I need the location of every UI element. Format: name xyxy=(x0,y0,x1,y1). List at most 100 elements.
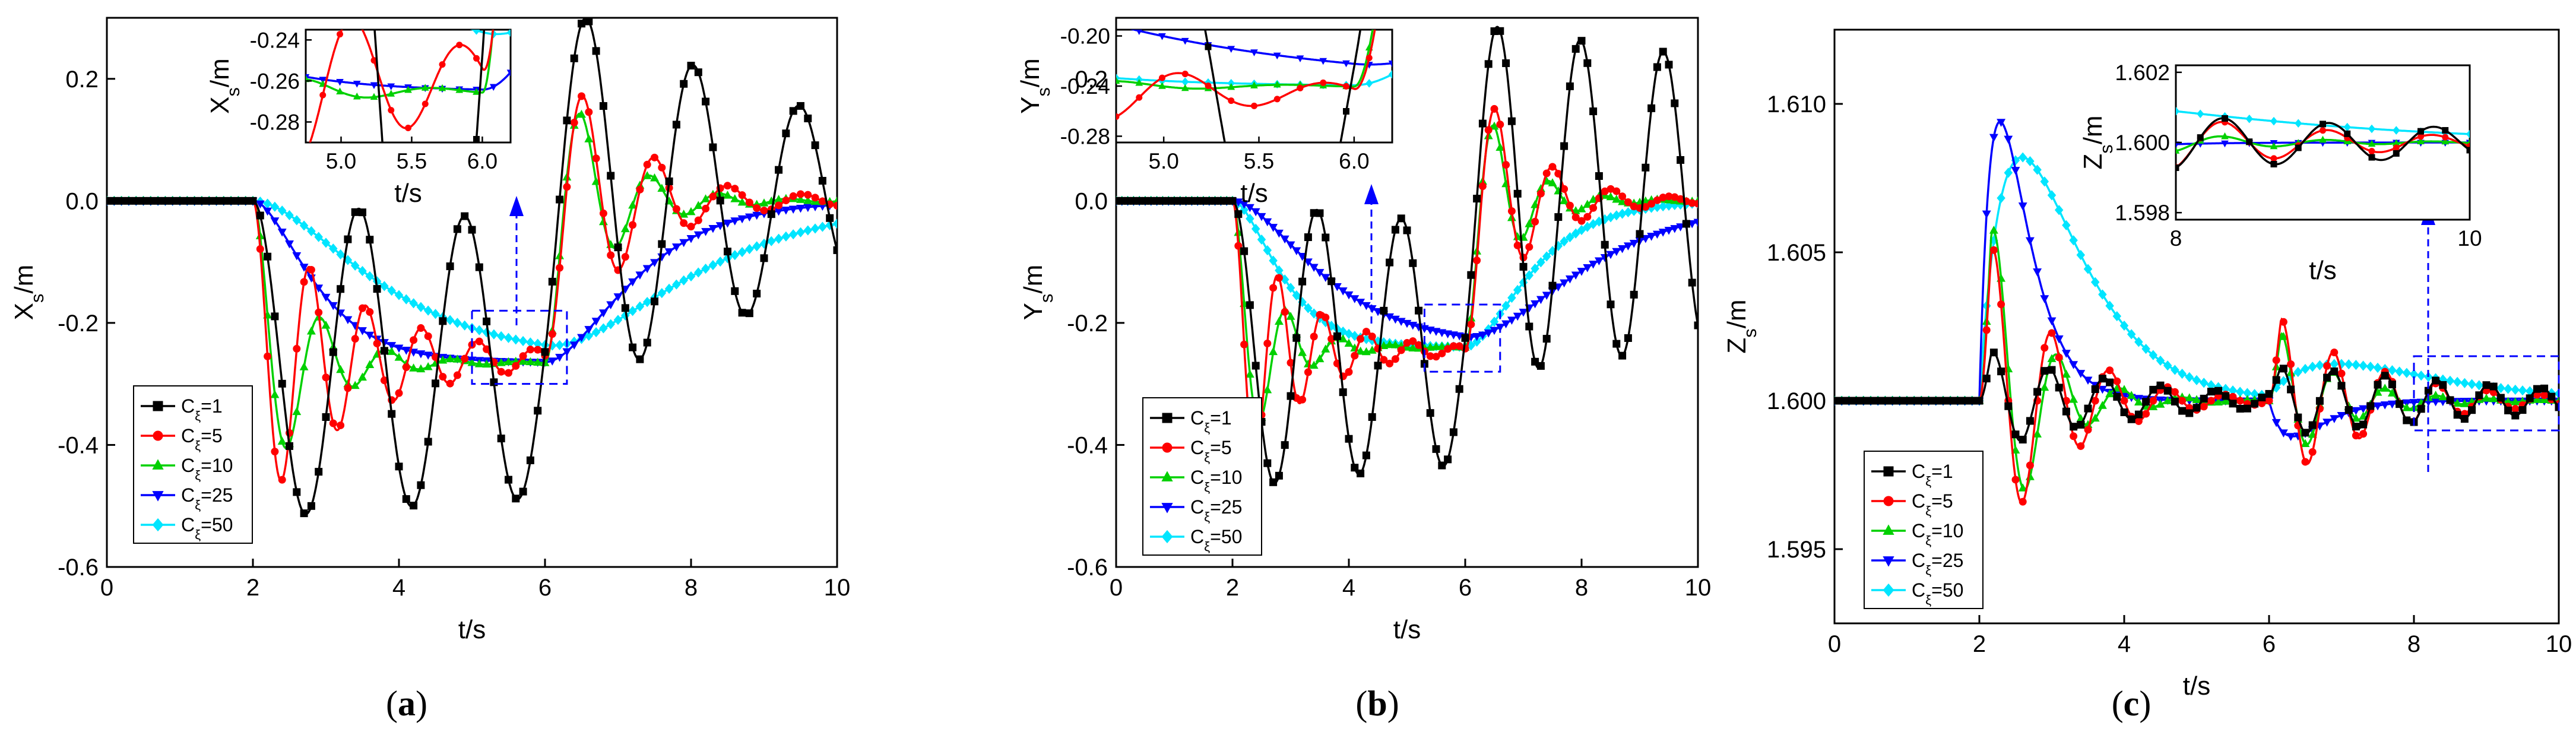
data-point xyxy=(774,233,783,244)
data-point xyxy=(1245,369,1254,378)
data-point xyxy=(767,236,776,246)
data-point xyxy=(1548,163,1557,171)
x-tick-label: 8 xyxy=(1575,575,1588,601)
data-point xyxy=(592,47,600,55)
data-point xyxy=(107,197,111,205)
y-tick-label: 0.2 xyxy=(65,66,99,93)
data-point xyxy=(2084,426,2092,434)
panel-caption: (b) xyxy=(1355,684,1399,723)
data-point xyxy=(1671,99,1679,107)
y-tick-label: -0.2 xyxy=(1067,310,1108,337)
inset-data-point xyxy=(1228,174,1234,180)
data-point xyxy=(351,335,359,343)
data-point xyxy=(2475,391,2483,400)
data-point xyxy=(409,348,419,357)
data-point xyxy=(1583,199,1592,208)
legend-label: Cξ=5 xyxy=(1912,490,1953,518)
data-point xyxy=(410,336,418,344)
data-point xyxy=(715,256,725,267)
data-point xyxy=(453,225,461,233)
data-point xyxy=(797,190,804,198)
data-point xyxy=(1961,397,1969,405)
data-point xyxy=(1403,226,1411,235)
data-point xyxy=(599,209,607,217)
data-point xyxy=(1636,230,1644,238)
inset-y-tick-label: 1.600 xyxy=(2115,131,2170,155)
data-point xyxy=(1989,226,1998,234)
data-point xyxy=(1473,195,1481,203)
data-point xyxy=(1989,134,1998,142)
data-point xyxy=(2511,405,2520,413)
data-point xyxy=(2395,366,2404,377)
data-point xyxy=(657,288,667,299)
data-point xyxy=(1391,226,1399,234)
data-point xyxy=(518,356,528,365)
data-point xyxy=(1852,397,1861,405)
y-tick-label: 1.610 xyxy=(1767,91,1826,118)
data-point xyxy=(1989,348,1998,357)
data-point xyxy=(416,302,426,312)
data-point xyxy=(300,509,308,518)
data-point xyxy=(1298,395,1307,404)
data-point xyxy=(2344,359,2353,370)
inset-data-point xyxy=(1158,82,1166,89)
data-point xyxy=(293,488,301,496)
data-point xyxy=(2033,268,2042,277)
data-point xyxy=(395,389,403,397)
data-point xyxy=(818,176,826,185)
inset-data-point xyxy=(2197,109,2204,119)
data-point xyxy=(1997,367,2005,376)
legend-marker xyxy=(1883,583,1894,597)
data-point xyxy=(512,362,520,370)
legend-marker xyxy=(1161,530,1173,544)
data-point xyxy=(1652,230,1662,239)
data-point xyxy=(642,297,652,308)
data-point xyxy=(1467,271,1475,279)
data-point xyxy=(416,364,426,373)
data-point xyxy=(2033,388,2042,396)
data-point xyxy=(2156,381,2165,389)
y-tick-label: 1.595 xyxy=(1767,537,1826,563)
inset-data-point xyxy=(1227,83,1235,90)
data-point xyxy=(548,330,556,338)
legend-label: Cξ=50 xyxy=(1912,579,1963,607)
data-point xyxy=(359,304,366,312)
data-point xyxy=(745,309,753,318)
data-point xyxy=(1333,332,1341,340)
data-point xyxy=(599,102,607,110)
y-tick-label: -0.6 xyxy=(58,554,99,581)
data-point xyxy=(292,407,302,416)
data-point xyxy=(1287,392,1295,400)
inset-chart: 5.0 5.5 6.0 -0.28 -0.26 -0.24 t/s Xs/m xyxy=(205,28,512,267)
data-point xyxy=(2431,391,2441,399)
data-point xyxy=(140,197,147,205)
data-point xyxy=(1658,229,1668,237)
data-point xyxy=(1425,343,1435,351)
inset-data-point xyxy=(1116,77,1120,84)
data-point xyxy=(1513,241,1522,249)
data-point xyxy=(826,214,834,222)
data-point xyxy=(2540,395,2549,403)
data-point xyxy=(642,265,652,274)
inset-data-point xyxy=(388,261,394,267)
data-point xyxy=(1577,224,1586,236)
data-point xyxy=(664,283,674,294)
data-point xyxy=(1859,397,1868,405)
inset-data-point xyxy=(2320,121,2326,128)
data-point xyxy=(643,160,651,169)
data-point xyxy=(664,248,674,256)
data-point xyxy=(1245,204,1254,213)
inset-data-point xyxy=(2176,147,2180,154)
data-point xyxy=(1560,236,1569,247)
data-point xyxy=(2381,372,2389,380)
data-point xyxy=(293,344,301,353)
data-point xyxy=(2070,423,2078,431)
data-point xyxy=(2069,361,2078,369)
data-point xyxy=(2352,432,2360,440)
inset-data-point xyxy=(303,150,309,156)
inset-data-point xyxy=(421,84,429,91)
data-point xyxy=(365,360,375,369)
inset-data-point xyxy=(2319,135,2327,143)
data-point xyxy=(1525,243,1533,251)
